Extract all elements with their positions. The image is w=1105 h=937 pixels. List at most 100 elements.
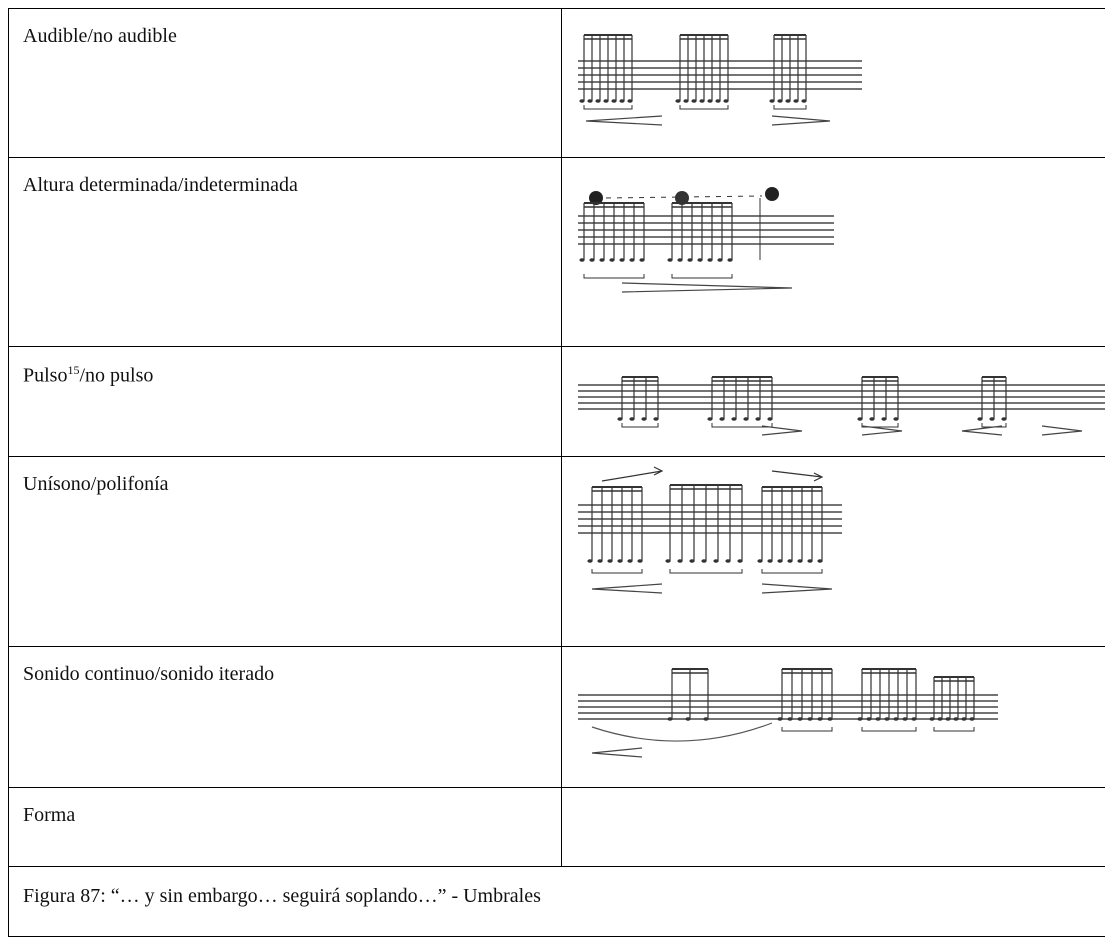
- label-text: Pulso: [23, 365, 67, 387]
- sketch-stroke: [817, 559, 822, 563]
- sketch-stroke: [687, 258, 692, 262]
- sketch-stroke: [934, 727, 974, 731]
- sketch-stroke: [586, 116, 662, 125]
- sketch-stroke: [637, 559, 642, 563]
- sketch-stroke: [697, 258, 702, 262]
- sketch-stroke: [607, 559, 612, 563]
- sketch-stroke: [617, 559, 622, 563]
- sketch-stroke: [592, 584, 662, 593]
- sketch-stroke: [881, 417, 886, 421]
- score-sketch: [562, 9, 1105, 158]
- sketch-stroke: [587, 99, 592, 103]
- sketch-stroke: [619, 258, 624, 262]
- sketch-stroke: [793, 99, 798, 103]
- sketch-stroke: [727, 258, 732, 262]
- sketch-stroke: [629, 417, 634, 421]
- sketch-stroke: [762, 426, 802, 435]
- sketch-stroke: [723, 99, 728, 103]
- sketch-stroke: [675, 99, 680, 103]
- sketch-stroke: [772, 116, 830, 125]
- sketch-stroke: [1001, 417, 1006, 421]
- sketch-stroke: [587, 559, 592, 563]
- sketch-stroke: [762, 584, 832, 593]
- sketch-stroke: [584, 105, 632, 109]
- sketch-stroke: [782, 727, 832, 731]
- sketch-stroke: [757, 559, 762, 563]
- sketch-stroke: [743, 417, 748, 421]
- sketch-stroke: [961, 717, 966, 721]
- sketch-stroke: [629, 258, 634, 262]
- sketch-stroke: [719, 417, 724, 421]
- row-label: Sonido continuo/sonido iterado: [9, 647, 562, 788]
- sketch-stroke: [767, 417, 772, 421]
- sketch-stroke: [653, 417, 658, 421]
- score-cell: [562, 347, 1105, 457]
- sketch-stroke: [945, 717, 950, 721]
- sketch-stroke: [893, 717, 898, 721]
- sketch-stroke: [937, 717, 942, 721]
- sketch-stroke: [862, 727, 916, 731]
- sketch-stroke: [857, 717, 862, 721]
- sketch-stroke: [701, 559, 706, 563]
- sketch-stroke: [866, 717, 871, 721]
- score-cell: [562, 9, 1105, 158]
- sketch-stroke: [584, 274, 644, 278]
- sketch-stroke: [725, 559, 730, 563]
- sketch-stroke: [787, 559, 792, 563]
- figure-table: Audible/no audible Altura determinada/in…: [8, 8, 1105, 937]
- sketch-stroke: [597, 559, 602, 563]
- sketch-stroke: [969, 717, 974, 721]
- sketch-stroke: [777, 99, 782, 103]
- sketch-stroke: [807, 559, 812, 563]
- score-cell: [562, 647, 1105, 788]
- sketch-stroke: [602, 467, 822, 481]
- sketch-stroke: [627, 559, 632, 563]
- sketch-stroke: [989, 417, 994, 421]
- sketch-stroke: [603, 99, 608, 103]
- sketch-stroke: [707, 99, 712, 103]
- sketch-stroke: [680, 105, 728, 109]
- row-label: Pulso15/no pulso: [9, 347, 562, 457]
- sketch-stroke: [639, 258, 644, 262]
- sketch-stroke: [707, 417, 712, 421]
- sketch-stroke: [902, 717, 907, 721]
- sketch-stroke: [707, 258, 712, 262]
- sketch-stroke: [589, 258, 594, 262]
- sketch-stroke: [1042, 426, 1082, 435]
- sketch-stroke: [689, 559, 694, 563]
- sketch-stroke: [579, 99, 584, 103]
- sketch-stroke: [801, 99, 806, 103]
- sketch-stroke: [731, 417, 736, 421]
- sketch-stroke: [884, 717, 889, 721]
- sketch-stroke: [641, 417, 646, 421]
- sketch-stroke: [977, 417, 982, 421]
- sketch-stroke: [667, 717, 672, 721]
- sketch-stroke: [617, 417, 622, 421]
- sketch-stroke: [609, 258, 614, 262]
- label-text: /no pulso: [79, 365, 153, 387]
- sketch-stroke: [677, 559, 682, 563]
- sketch-stroke: [622, 283, 792, 292]
- score-sketch: [562, 647, 1105, 788]
- sketch-stroke: [807, 717, 812, 721]
- sketch-stroke: [717, 258, 722, 262]
- sketch-stroke: [762, 569, 822, 573]
- score-cell: [562, 788, 1105, 867]
- row-label: Audible/no audible: [9, 9, 562, 158]
- sketch-stroke: [765, 187, 779, 201]
- sketch-stroke: [627, 99, 632, 103]
- sketch-stroke: [911, 717, 916, 721]
- sketch-stroke: [683, 99, 688, 103]
- sketch-stroke: [787, 717, 792, 721]
- sketch-stroke: [592, 569, 642, 573]
- sketch-stroke: [827, 717, 832, 721]
- sketch-stroke: [769, 99, 774, 103]
- sketch-stroke: [817, 717, 822, 721]
- sketch-stroke: [667, 258, 672, 262]
- sketch-stroke: [595, 99, 600, 103]
- sketch-stroke: [622, 423, 658, 427]
- score-sketch: [562, 457, 1105, 647]
- sketch-stroke: [599, 258, 604, 262]
- sketch-stroke: [797, 717, 802, 721]
